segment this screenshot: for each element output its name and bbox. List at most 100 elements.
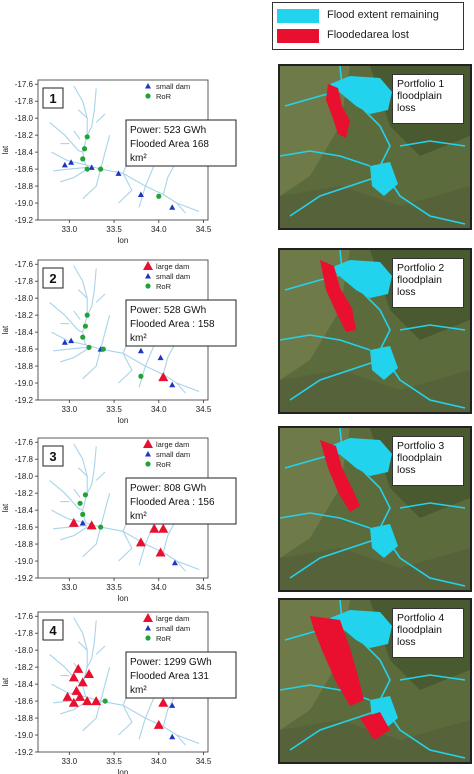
river-line xyxy=(77,467,88,477)
flood-area-lost xyxy=(310,616,364,706)
data-point-large xyxy=(158,372,169,382)
flood-area-lost xyxy=(320,260,356,332)
data-point-small xyxy=(169,733,176,740)
legend-entry-label: large dam xyxy=(156,440,189,449)
x-axis-label: lon xyxy=(118,768,129,774)
map-label-line: loss xyxy=(397,286,416,298)
map-label-line: Portfolio 1 xyxy=(397,78,445,90)
map-river xyxy=(280,150,371,167)
annotation-line: km² xyxy=(130,685,147,696)
y-tick-label: -18.6 xyxy=(15,523,34,532)
terrain-south xyxy=(280,548,470,590)
river-line xyxy=(73,265,200,393)
y-tick-label: -17.6 xyxy=(15,438,34,447)
y-tick-label: -18.2 xyxy=(15,663,34,672)
data-point-large xyxy=(84,668,94,678)
river-line xyxy=(77,289,88,299)
river-line xyxy=(118,173,133,204)
legend-marker xyxy=(145,635,151,641)
legend-marker xyxy=(145,93,151,99)
map-label-line: floodplain xyxy=(397,624,442,636)
data-point-ror xyxy=(84,312,90,318)
river-line xyxy=(100,315,111,350)
river-line xyxy=(138,543,146,566)
river-line xyxy=(60,526,88,541)
river-line xyxy=(51,331,86,346)
y-tick-label: -17.8 xyxy=(15,455,34,464)
y-tick-label: -17.6 xyxy=(15,80,34,89)
legend-entry-label: RoR xyxy=(156,460,172,469)
data-point-small xyxy=(79,519,86,526)
river-line xyxy=(144,522,155,545)
chart-panel-4: 33.0 33.5 34.0 34.5 -17.6 -17.8 -18.0 -18.2 -18.… xyxy=(1,611,237,774)
annotation-line: Flooded Area : 156 xyxy=(130,497,215,508)
data-point-ror xyxy=(80,511,86,517)
legend-entry-label: RoR xyxy=(156,634,172,643)
data-point-small xyxy=(137,191,144,198)
river-line xyxy=(49,479,83,511)
y-tick-label: -17.6 xyxy=(15,260,34,269)
legend-label-remaining: Flood extent remaining xyxy=(327,9,439,21)
river-line xyxy=(95,293,106,303)
x-tick-label: 34.0 xyxy=(151,583,167,592)
data-point-large xyxy=(62,691,73,701)
data-point-small xyxy=(115,170,122,176)
river-line xyxy=(60,168,88,183)
legend-marker xyxy=(145,451,151,457)
data-point-ror xyxy=(84,166,90,172)
map-river xyxy=(289,537,381,579)
river-line xyxy=(176,382,187,394)
annotation-line: Flooded Area 131 xyxy=(130,671,209,682)
river-line xyxy=(100,667,111,702)
flood-area-lost xyxy=(360,712,390,740)
data-point-ror xyxy=(102,698,108,704)
map-label-line: Portfolio 4 xyxy=(397,612,445,624)
map-label: Portfolio 2 floodplain loss xyxy=(392,258,464,308)
data-point-large xyxy=(68,672,79,682)
map-label-line: loss xyxy=(397,636,416,648)
annotation-line: Power: 1299 GWh xyxy=(130,657,212,668)
satellite-map xyxy=(280,600,470,762)
river-line xyxy=(53,166,88,172)
data-point-small xyxy=(169,204,176,210)
y-tick-label: -19.0 xyxy=(15,557,34,566)
river-line xyxy=(60,700,88,715)
data-point-large xyxy=(86,520,97,530)
x-tick-label: 34.0 xyxy=(151,757,167,766)
river-line xyxy=(82,348,102,380)
y-tick-label: -18.6 xyxy=(15,697,34,706)
data-point-ror xyxy=(156,193,162,199)
map-label: Portfolio 1 floodplain loss xyxy=(392,74,464,124)
annotation-box xyxy=(125,651,237,699)
data-point-small xyxy=(61,161,68,168)
annotation-line: km² xyxy=(130,511,147,522)
terrain-south xyxy=(280,720,470,762)
annotation-box xyxy=(125,299,237,347)
river-line xyxy=(95,645,106,655)
data-point-large xyxy=(68,697,79,707)
map-label: Portfolio 4 floodplain loss xyxy=(392,608,464,658)
data-point-small xyxy=(68,337,75,344)
x-tick-label: 33.0 xyxy=(62,757,78,766)
legend-swatch-remaining xyxy=(277,9,319,23)
legend-entry-label: RoR xyxy=(156,282,172,291)
map-label-line: floodplain xyxy=(397,90,442,102)
data-point-ror xyxy=(80,334,86,340)
map-panel-2: Portfolio 2 floodplain loss xyxy=(278,248,472,414)
y-tick-label: -18.8 xyxy=(15,540,34,549)
river-line xyxy=(82,526,102,558)
x-tick-label: 34.5 xyxy=(196,405,212,414)
map-river xyxy=(289,359,381,401)
data-point-ror xyxy=(81,146,88,152)
y-tick-label: -18.4 xyxy=(15,680,34,689)
data-point-large xyxy=(135,537,146,547)
data-point-ror xyxy=(138,373,144,379)
x-tick-label: 33.5 xyxy=(106,757,122,766)
panel-number-box xyxy=(42,619,64,641)
legend-entry-label: small dam xyxy=(156,272,190,281)
river-line xyxy=(53,524,88,530)
y-tick-label: -18.0 xyxy=(15,114,34,123)
data-point-small xyxy=(137,347,144,354)
data-point-large xyxy=(68,517,79,527)
